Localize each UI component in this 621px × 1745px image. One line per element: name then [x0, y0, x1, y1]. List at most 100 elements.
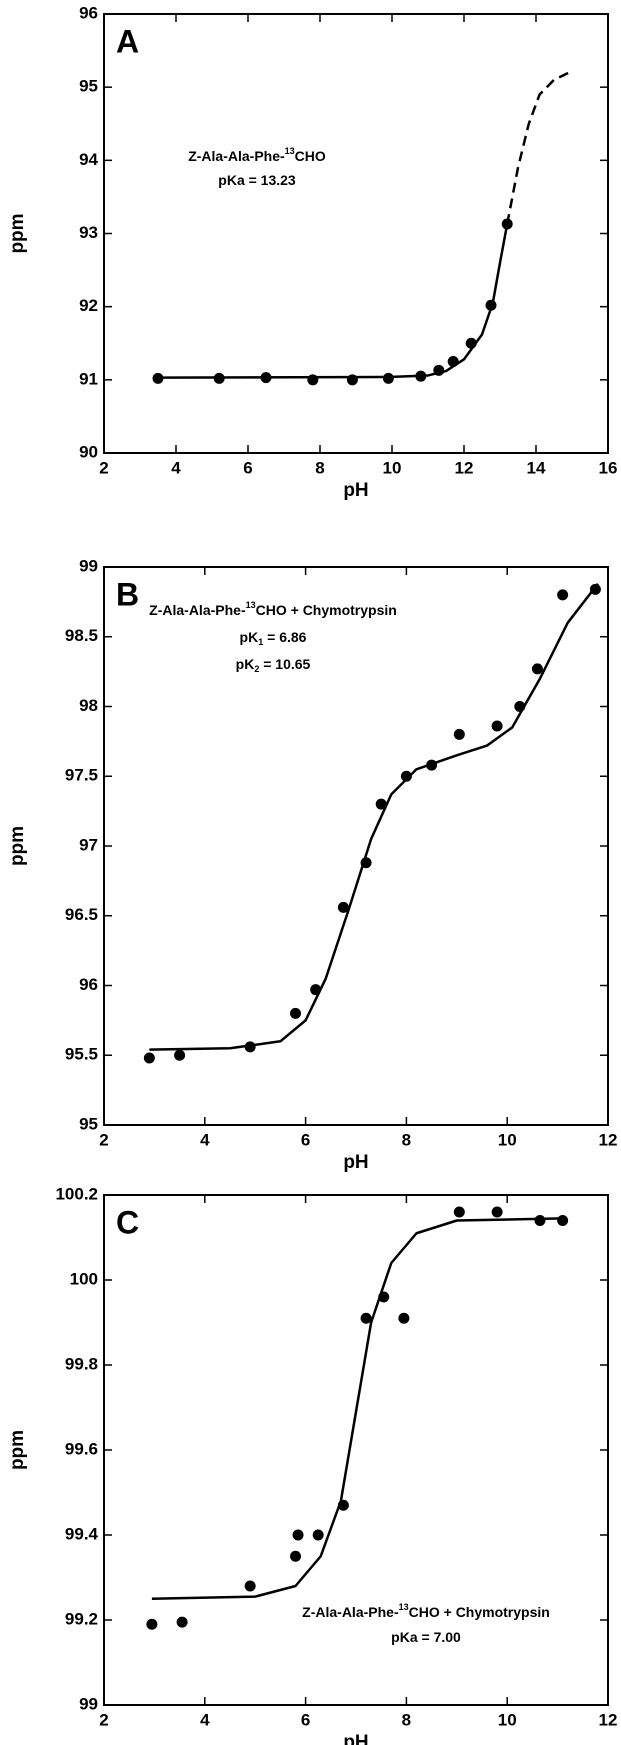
plot-frame: [103, 13, 609, 454]
x-tick-label: 16: [599, 458, 618, 477]
x-tick-label: 6: [243, 458, 252, 477]
y-tick-label: 92: [79, 296, 98, 315]
x-tick-label: 10: [383, 458, 402, 477]
annotation: pKa = 13.23: [218, 172, 296, 188]
x-tick-label: 2: [99, 458, 108, 477]
annotation-text: Z-Ala-Ala-Phe-: [302, 1604, 399, 1620]
annotation-text: pKa = 7.00: [391, 1629, 461, 1645]
x-tick-label: 12: [599, 1130, 618, 1149]
y-axis-title: ppm: [7, 826, 28, 866]
y-tick-label: 99.2: [65, 1609, 98, 1628]
annotation: pK1 = 6.86: [240, 629, 307, 648]
x-tick-label: 2: [99, 1130, 108, 1149]
annotation: Z-Ala-Ala-Phe-13CHO: [188, 146, 326, 163]
data-point: [382, 372, 394, 384]
y-tick-label: 99: [79, 556, 98, 575]
data-point: [400, 770, 412, 782]
x-tick-label: 8: [315, 458, 324, 477]
annotation-sub: 2: [254, 664, 259, 674]
x-tick-label: 14: [527, 458, 546, 477]
y-tick-label: 99: [79, 1694, 98, 1713]
plot-frame: [103, 566, 609, 1126]
data-point: [174, 1049, 186, 1061]
data-point: [453, 728, 465, 740]
annotation-text: pK: [240, 629, 259, 645]
data-point: [176, 1616, 188, 1628]
data-point: [491, 720, 503, 732]
plot-frame: [103, 1194, 609, 1706]
x-tick-label: 10: [498, 1710, 517, 1729]
fit-curve: [149, 582, 599, 1051]
data-point: [290, 1007, 302, 1019]
data-point: [337, 901, 349, 913]
y-tick-label: 98: [79, 696, 98, 715]
data-point: [453, 1206, 465, 1218]
annotation-text: pK: [236, 656, 255, 672]
annotation-text: Z-Ala-Ala-Phe-: [149, 602, 246, 618]
data-point: [312, 1529, 324, 1541]
x-tick-label: 8: [402, 1710, 411, 1729]
y-tick-label: 96: [79, 975, 98, 994]
x-axis-title: pH: [343, 480, 368, 501]
y-tick-label: 97: [79, 835, 98, 854]
data-point: [152, 372, 164, 384]
data-point: [360, 1312, 372, 1324]
y-tick-label: 98.5: [65, 626, 98, 645]
x-tick-label: 12: [599, 1710, 618, 1729]
data-point: [534, 1215, 546, 1226]
annotation: pK2 = 10.65: [236, 656, 311, 675]
panel-label: B: [116, 576, 139, 612]
y-tick-label: 91: [79, 369, 98, 388]
annotation-sup: 13: [399, 1602, 409, 1612]
y-tick-label: 95.5: [65, 1045, 98, 1064]
data-point: [398, 1312, 410, 1324]
annotation-sup: 13: [285, 146, 295, 156]
fit-curve: [151, 1217, 563, 1600]
annotation: Z-Ala-Ala-Phe-13CHO + Chymotrypsin: [302, 1602, 550, 1619]
y-tick-label: 99.4: [65, 1524, 99, 1543]
x-axis-title: pH: [343, 1152, 368, 1173]
x-tick-label: 4: [171, 458, 181, 477]
data-point: [531, 663, 543, 675]
annotation: Z-Ala-Ala-Phe-13CHO + Chymotrypsin: [149, 600, 397, 617]
y-tick-label: 100.2: [55, 1184, 98, 1203]
annotation: pKa = 7.00: [391, 1629, 461, 1645]
annotation-sub: 1: [258, 637, 263, 647]
x-tick-label: 8: [402, 1130, 411, 1149]
y-tick-label: 99.8: [65, 1354, 98, 1373]
x-tick-label: 4: [200, 1130, 210, 1149]
annotation-sup: 13: [246, 600, 256, 610]
y-tick-label: 93: [79, 223, 98, 242]
data-point: [146, 1618, 158, 1630]
data-point: [557, 1215, 569, 1226]
x-tick-label: 12: [455, 458, 474, 477]
y-tick-label: 100: [70, 1269, 98, 1288]
y-tick-label: 99.6: [65, 1439, 98, 1458]
x-tick-label: 10: [498, 1130, 517, 1149]
panel-label: C: [116, 1204, 139, 1240]
annotation-text: = 6.86: [263, 629, 306, 645]
annotation-text: CHO + Chymotrypsin: [256, 602, 397, 618]
data-point: [491, 1206, 503, 1218]
annotation-text: pKa = 13.23: [218, 172, 296, 188]
annotation-text: = 10.65: [259, 656, 310, 672]
x-axis-title: pH: [343, 1732, 368, 1745]
y-tick-label: 94: [79, 150, 98, 169]
y-axis-title: ppm: [7, 213, 28, 253]
data-point: [375, 798, 387, 810]
annotation-text: CHO + Chymotrypsin: [409, 1604, 550, 1620]
x-tick-label: 2: [99, 1710, 108, 1729]
y-tick-label: 95: [79, 77, 98, 96]
data-point: [292, 1529, 304, 1541]
y-tick-label: 96.5: [65, 905, 98, 924]
y-tick-label: 96: [79, 3, 98, 22]
annotation-text: Z-Ala-Ala-Phe-: [188, 148, 285, 164]
x-tick-label: 4: [200, 1710, 210, 1729]
x-tick-label: 6: [301, 1710, 310, 1729]
data-point: [244, 1580, 256, 1592]
annotation-text: CHO: [295, 148, 326, 164]
y-tick-label: 95: [79, 1114, 98, 1133]
y-axis-title: ppm: [7, 1430, 28, 1470]
